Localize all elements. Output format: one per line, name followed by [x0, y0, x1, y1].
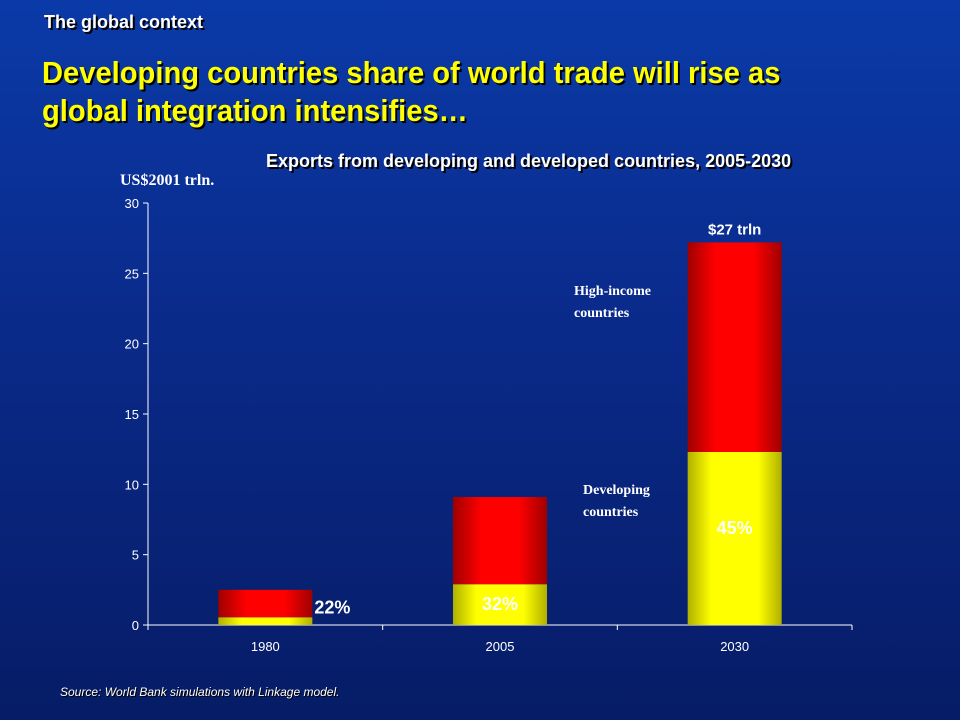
- bar-labels: 22% 32% 45% $27 trln High-income countries Dev…: [314, 221, 761, 617]
- y-axis-unit-label: US$2001 trln.: [120, 172, 215, 189]
- high-income-series-label: High-income countries: [574, 284, 651, 321]
- x-tick-label: 1980: [251, 639, 280, 654]
- developing-bar-segment: [687, 451, 782, 625]
- x-tick-label: 2005: [486, 639, 515, 654]
- y-tick-label: 20: [125, 337, 139, 352]
- y-tick-label: 10: [125, 477, 139, 492]
- high-income-bar-segment: [453, 496, 547, 585]
- high-income-bar-segment: [687, 242, 782, 452]
- x-tick-label: 2030: [720, 639, 749, 654]
- source-note: Source: World Bank simulations with Link…: [60, 685, 340, 699]
- y-tick-label: 0: [132, 618, 139, 633]
- y-tick-label: 15: [125, 407, 139, 422]
- share-label: 45%: [717, 518, 753, 538]
- developing-bar-segment: [453, 584, 547, 625]
- share-label: 22%: [314, 597, 350, 617]
- high-income-bar-segment: [218, 589, 313, 618]
- total-annotation: $27 trln: [708, 221, 761, 238]
- slide-title: Developing countries share of world trad…: [42, 55, 781, 128]
- y-tick-label: 30: [125, 196, 139, 211]
- slide-kicker: The global context: [44, 12, 204, 32]
- y-tick-label: 25: [125, 266, 139, 281]
- developing-bar-segment: [218, 617, 313, 625]
- developing-series-label: Developing countries: [583, 483, 650, 520]
- chart-title: Exports from developing and developed co…: [266, 151, 792, 171]
- share-label: 32%: [482, 594, 518, 614]
- bars: [218, 242, 782, 625]
- y-tick-label: 5: [132, 548, 139, 563]
